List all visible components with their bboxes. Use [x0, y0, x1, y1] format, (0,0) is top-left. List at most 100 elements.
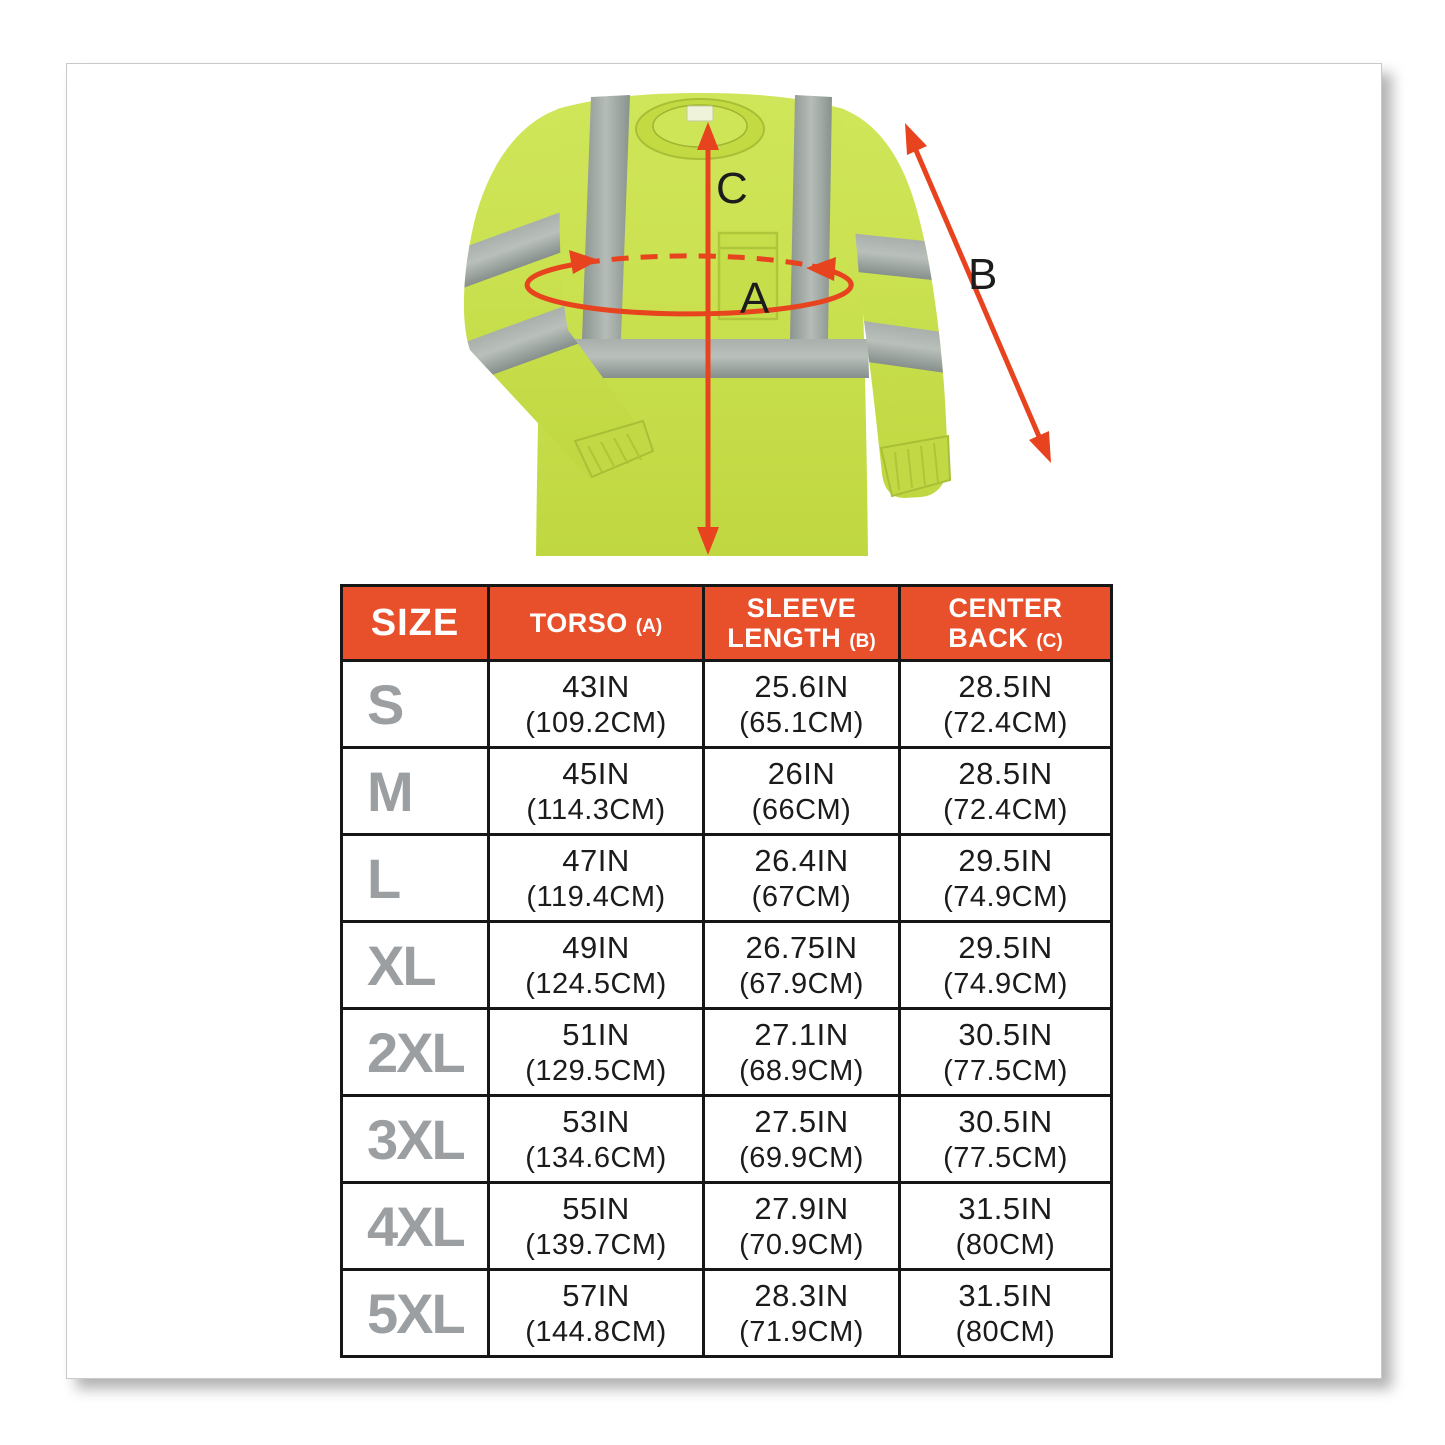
- back-cell: 29.5IN (74.9CM): [898, 833, 1113, 923]
- torso-cell: 45IN (114.3CM): [487, 746, 705, 836]
- measure-arrow-c-icon: [697, 122, 719, 555]
- value-in: 31.5IN: [958, 1277, 1053, 1313]
- value-in: 29.5IN: [958, 842, 1053, 878]
- value-cm: (80CM): [955, 1228, 1056, 1261]
- torso-cell: 43IN (109.2CM): [487, 659, 705, 749]
- table-row: 4XL 55IN (139.7CM) 27.9IN (70.9CM) 31.5IN(…: [340, 1181, 1113, 1271]
- right-sleeve: [843, 109, 948, 498]
- value-cm: (72.4CM): [943, 706, 1068, 739]
- value-cm: (77.5CM): [943, 1054, 1068, 1087]
- shirt-illustration: [463, 93, 952, 556]
- value-cm: (70.9CM): [739, 1228, 864, 1261]
- torso-cell: 55IN (139.7CM): [487, 1181, 705, 1271]
- sleeve-cell: 26IN (66CM): [702, 746, 901, 836]
- sleeve-cell: 27.1IN (68.9CM): [702, 1007, 901, 1097]
- back-cell: 31.5IN (80CM): [898, 1268, 1113, 1358]
- value-cm: (129.5CM): [525, 1054, 667, 1087]
- value-cm: (124.5CM): [525, 967, 667, 1000]
- value-in: 29.5IN: [958, 929, 1053, 965]
- size-label: S: [340, 659, 490, 749]
- table-row: M 45IN (114.3CM) 26IN (66CM) 28.5IN (72.4CM…: [340, 746, 1113, 836]
- left-sleeve: [463, 109, 655, 479]
- chest-pocket: [717, 231, 779, 321]
- table-row: 5XL 57IN (144.8CM) 28.3IN (71.9CM) 31.5IN(…: [340, 1268, 1113, 1358]
- torso-cell: 51IN (129.5CM): [487, 1007, 705, 1097]
- size-label: 2XL: [340, 1007, 490, 1097]
- size-chart-table: SIZE TORSO (A) SLEEVE LENGTH (B) CENTER …: [340, 584, 1113, 1358]
- value-cm: (74.9CM): [943, 880, 1068, 913]
- chest-stripe-left: [582, 95, 630, 339]
- header-row: SIZE TORSO (A) SLEEVE LENGTH (B) CENTER …: [340, 584, 1113, 662]
- sleeve-cell: 27.9IN (70.9CM): [702, 1181, 901, 1271]
- value-cm: (65.1CM): [739, 706, 864, 739]
- header-back-line1: CENTER: [948, 592, 1063, 623]
- value-cm: (67.9CM): [739, 967, 864, 1000]
- value-in: 45IN: [562, 755, 630, 791]
- size-label: 5XL: [340, 1268, 490, 1358]
- table-row: XL 49IN (124.5CM) 26.75IN (67.9CM) 29.5IN(…: [340, 920, 1113, 1010]
- header-back: CENTER BACK (C): [898, 584, 1113, 662]
- value-cm: (71.9CM): [739, 1315, 864, 1348]
- back-cell: 30.5IN (77.5CM): [898, 1094, 1113, 1184]
- value-in: 30.5IN: [958, 1103, 1053, 1139]
- value-in: 28.5IN: [958, 755, 1053, 791]
- value-in: 30.5IN: [958, 1016, 1053, 1052]
- torso-cell: 49IN (124.5CM): [487, 920, 705, 1010]
- value-cm: (119.4CM): [526, 880, 666, 913]
- value-cm: (74.9CM): [943, 967, 1068, 1000]
- value-cm: (109.2CM): [525, 706, 667, 739]
- value-cm: (67CM): [751, 880, 852, 913]
- value-cm: (69.9CM): [739, 1141, 864, 1174]
- value-in: 51IN: [562, 1016, 630, 1052]
- value-in: 43IN: [562, 668, 630, 704]
- value-in: 27.5IN: [754, 1103, 849, 1139]
- value-in: 27.1IN: [754, 1016, 849, 1052]
- table-row: 2XL 51IN (129.5CM) 27.1IN (68.9CM) 30.5IN(…: [340, 1007, 1113, 1097]
- value-cm: (68.9CM): [739, 1054, 864, 1087]
- sleeve-cell: 27.5IN (69.9CM): [702, 1094, 901, 1184]
- header-sleeve-line1: SLEEVE: [746, 592, 857, 623]
- torso-cell: 47IN (119.4CM): [487, 833, 705, 923]
- header-sleeve-line2: LENGTH: [727, 623, 842, 653]
- sleeve-cell: 25.6IN (65.1CM): [702, 659, 901, 749]
- sleeve-cell: 28.3IN (71.9CM): [702, 1268, 901, 1358]
- value-in: 53IN: [562, 1103, 630, 1139]
- value-cm: (114.3CM): [526, 793, 666, 826]
- value-cm: (134.6CM): [525, 1141, 667, 1174]
- label-a: A: [740, 274, 770, 323]
- right-cuff: [879, 434, 952, 498]
- header-back-line2-wrap: BACK (C): [901, 623, 1110, 653]
- value-cm: (72.4CM): [943, 793, 1068, 826]
- value-cm: (139.7CM): [525, 1228, 667, 1261]
- value-cm: (77.5CM): [943, 1141, 1068, 1174]
- back-cell: 28.5IN (72.4CM): [898, 746, 1113, 836]
- value-in: 31.5IN: [958, 1190, 1053, 1226]
- value-in: 57IN: [562, 1277, 630, 1313]
- torso-cell: 53IN (134.6CM): [487, 1094, 705, 1184]
- header-back-line2: BACK: [948, 623, 1029, 653]
- back-cell: 31.5IN (80CM): [898, 1181, 1113, 1271]
- measure-arrow-b-icon: [905, 123, 1051, 463]
- measurement-annotations: C A B: [524, 122, 1051, 555]
- size-label: 4XL: [340, 1181, 490, 1271]
- table-row: S 43IN (109.2CM) 25.6IN (65.1CM) 28.5IN (72…: [340, 659, 1113, 749]
- header-sleeve-line2-wrap: LENGTH (B): [705, 623, 898, 653]
- size-label: M: [340, 746, 490, 836]
- left-cuff: [573, 419, 655, 479]
- value-cm: (66CM): [751, 793, 852, 826]
- size-label: L: [340, 833, 490, 923]
- header-size: SIZE: [340, 584, 490, 662]
- value-cm: (80CM): [955, 1315, 1056, 1348]
- sleeve-cell: 26.4IN (67CM): [702, 833, 901, 923]
- header-torso: TORSO (A): [487, 584, 705, 662]
- value-in: 55IN: [562, 1190, 630, 1226]
- chest-stripe-right: [790, 95, 832, 339]
- header-torso-label: TORSO: [529, 607, 628, 638]
- label-b: B: [968, 250, 997, 299]
- value-in: 47IN: [562, 842, 630, 878]
- back-cell: 29.5IN (74.9CM): [898, 920, 1113, 1010]
- value-cm: (144.8CM): [525, 1315, 667, 1348]
- back-cell: 28.5IN (72.4CM): [898, 659, 1113, 749]
